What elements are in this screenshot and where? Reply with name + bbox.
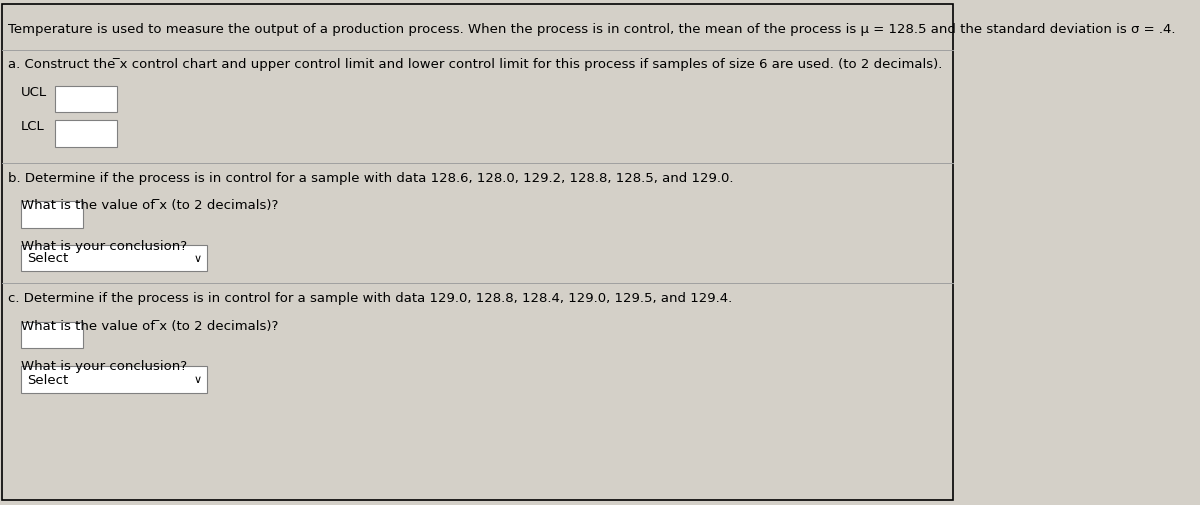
Text: Select: Select — [26, 373, 68, 386]
Text: a. Construct the ̅x control chart and upper control limit and lower control limi: a. Construct the ̅x control chart and up… — [7, 58, 942, 71]
FancyBboxPatch shape — [22, 202, 83, 228]
FancyBboxPatch shape — [22, 367, 208, 393]
Text: What is the value of ̅x (to 2 decimals)?: What is the value of ̅x (to 2 decimals)? — [22, 199, 278, 212]
Text: What is your conclusion?: What is your conclusion? — [22, 360, 187, 373]
Text: What is your conclusion?: What is your conclusion? — [22, 239, 187, 252]
FancyBboxPatch shape — [22, 322, 83, 348]
FancyBboxPatch shape — [55, 121, 118, 147]
Text: What is the value of ̅x (to 2 decimals)?: What is the value of ̅x (to 2 decimals)? — [22, 319, 278, 332]
Text: UCL: UCL — [22, 86, 47, 99]
FancyBboxPatch shape — [55, 87, 118, 113]
Text: b. Determine if the process is in control for a sample with data 128.6, 128.0, 1: b. Determine if the process is in contro… — [7, 172, 733, 185]
Text: LCL: LCL — [22, 120, 44, 133]
FancyBboxPatch shape — [22, 245, 208, 272]
Text: Select: Select — [26, 251, 68, 265]
FancyBboxPatch shape — [2, 5, 953, 500]
Text: Temperature is used to measure the output of a production process. When the proc: Temperature is used to measure the outpu… — [7, 23, 1175, 36]
Text: ∨: ∨ — [193, 374, 202, 384]
Text: ∨: ∨ — [193, 253, 202, 263]
Text: c. Determine if the process is in control for a sample with data 129.0, 128.8, 1: c. Determine if the process is in contro… — [7, 292, 732, 305]
